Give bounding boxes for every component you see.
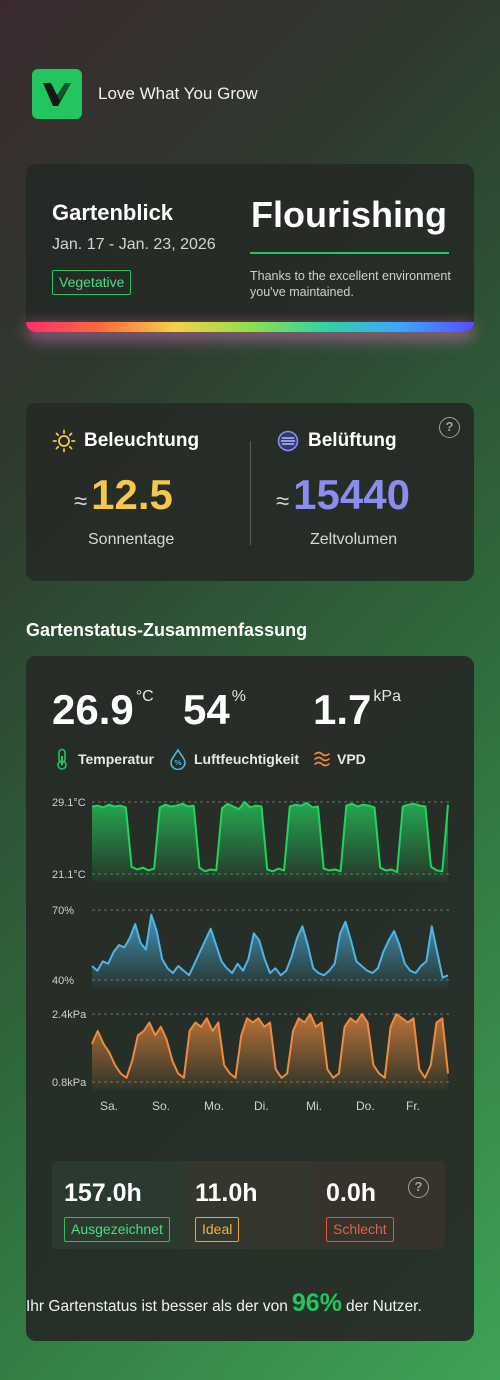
brand-logo-icon (32, 69, 82, 119)
hours-poor-tag: Schlecht (326, 1217, 394, 1242)
series-line-0 (91, 801, 449, 874)
light-title: Beleuchtung (84, 430, 200, 451)
metric-divider (250, 441, 251, 545)
y-tick-label: 0.8kPa (52, 1077, 87, 1089)
brand-header: Love What You Grow (32, 69, 258, 119)
vpd-unit: kPa (373, 688, 401, 705)
help-icon[interactable]: ? (439, 417, 460, 438)
hours-help-icon[interactable]: ? (408, 1177, 429, 1198)
light-metric: Beleuchtung ≈ 12.5 Sonnentage (52, 429, 252, 549)
y-tick-label: 21.1°C (52, 869, 86, 881)
hours-breakdown: 157.0h Ausgezeichnet 11.0h Ideal 0.0h Sc… (52, 1161, 445, 1249)
rainbow-bar (26, 322, 474, 332)
y-tick-label: 2.4kPa (52, 1009, 87, 1021)
light-label: Sonnentage (88, 531, 175, 548)
svg-text:%: % (174, 759, 181, 767)
hours-ideal: 11.0h Ideal (183, 1161, 314, 1249)
air-title: Belüftung (308, 430, 397, 451)
x-tick-label: Mi. (306, 1099, 322, 1113)
legend-vpd: VPD (313, 749, 366, 769)
trend-charts: 29.1°C 21.1°C 70% 40% 2.4kPa 0.8kPa Sa. So. Mo. D… (52, 797, 452, 1113)
hours-poor-value: 0.0h (326, 1179, 377, 1207)
garden-summary-card: 26.9 °C 54 % 1.7 kPa Temperatur % Luftfe… (26, 656, 474, 1341)
x-tick-label: Di. (254, 1099, 269, 1113)
temperature-value: 26.9 (52, 686, 134, 733)
series-area-2 (92, 1014, 448, 1090)
series-area-0 (92, 802, 448, 882)
garden-overview-card: Gartenblick Jan. 17 - Jan. 23, 2026 Vege… (26, 164, 474, 332)
ventilation-icon (277, 430, 299, 452)
y-tick-label: 40% (52, 975, 74, 987)
light-air-card: ? Beleuchtung ≈ 12.5 Sonnentage (26, 403, 474, 581)
comparison-before: Ihr Gartenstatus ist besser als der von (26, 1298, 288, 1315)
x-tick-label: Sa. (100, 1099, 118, 1113)
date-range: Jan. 17 - Jan. 23, 2026 (52, 236, 216, 253)
y-tick-label: 29.1°C (52, 797, 86, 809)
hours-excellent-value: 157.0h (64, 1179, 142, 1207)
garden-name: Gartenblick (52, 200, 174, 225)
legend-temperature: Temperatur (52, 748, 154, 770)
legend-humidity-label: Luftfeuchtigkeit (193, 751, 299, 767)
comparison-percent: 96% (291, 1289, 342, 1317)
hours-ideal-value: 11.0h (195, 1179, 258, 1207)
x-tick-label: Do. (356, 1099, 375, 1113)
stage-badge: Vegetative (52, 270, 132, 295)
brand-name: Love What You Grow (98, 84, 258, 103)
comparison-after: der Nutzer. (345, 1298, 422, 1315)
status-underline (250, 252, 449, 254)
air-approx: ≈ (276, 488, 290, 515)
legend-vpd-label: VPD (336, 751, 366, 767)
temperature-reading: 26.9 °C (52, 686, 154, 734)
thermometer-icon (57, 748, 67, 770)
light-value: 12.5 (91, 471, 173, 518)
comparison-sentence: Ihr Gartenstatus ist besser als der von … (26, 1289, 474, 1318)
air-value: 15440 (293, 471, 410, 518)
humidity-value: 54 (183, 686, 230, 733)
legend-humidity: % Luftfeuchtigkeit (168, 748, 299, 770)
y-tick-label: 70% (52, 905, 74, 917)
series-line-1 (91, 913, 449, 979)
series-area-1 (92, 914, 448, 988)
air-label: Zeltvolumen (310, 531, 398, 548)
x-tick-label: Fr. (406, 1099, 420, 1113)
status-note: Thanks to the excellent environment you'… (250, 269, 451, 299)
air-metric: Belüftung ≈ 15440 Zeltvolumen (276, 429, 476, 549)
section-title: Gartenstatus-Zusammenfassung (26, 620, 308, 640)
garden-status: Flourishing (251, 194, 447, 235)
vpd-reading: 1.7 kPa (313, 686, 401, 734)
droplet-icon: % (170, 748, 186, 770)
hours-excellent: 157.0h Ausgezeichnet (52, 1161, 183, 1249)
legend-temperature-label: Temperatur (78, 751, 154, 767)
hours-poor: 0.0h Schlecht ? (314, 1161, 445, 1249)
hours-excellent-tag: Ausgezeichnet (64, 1217, 170, 1242)
x-tick-label: So. (152, 1099, 170, 1113)
temperature-unit: °C (135, 688, 154, 705)
humidity-reading: 54 % (183, 686, 246, 734)
light-approx: ≈ (74, 488, 88, 515)
vpd-wave-icon (314, 751, 330, 767)
sun-icon (52, 429, 76, 453)
humidity-unit: % (231, 688, 246, 705)
series-line-2 (91, 1013, 449, 1079)
hours-ideal-tag: Ideal (195, 1217, 240, 1242)
vpd-value: 1.7 (313, 686, 372, 733)
metric-legend: Temperatur % Luftfeuchtigkeit VPD (52, 748, 380, 770)
x-tick-label: Mo. (204, 1099, 224, 1113)
